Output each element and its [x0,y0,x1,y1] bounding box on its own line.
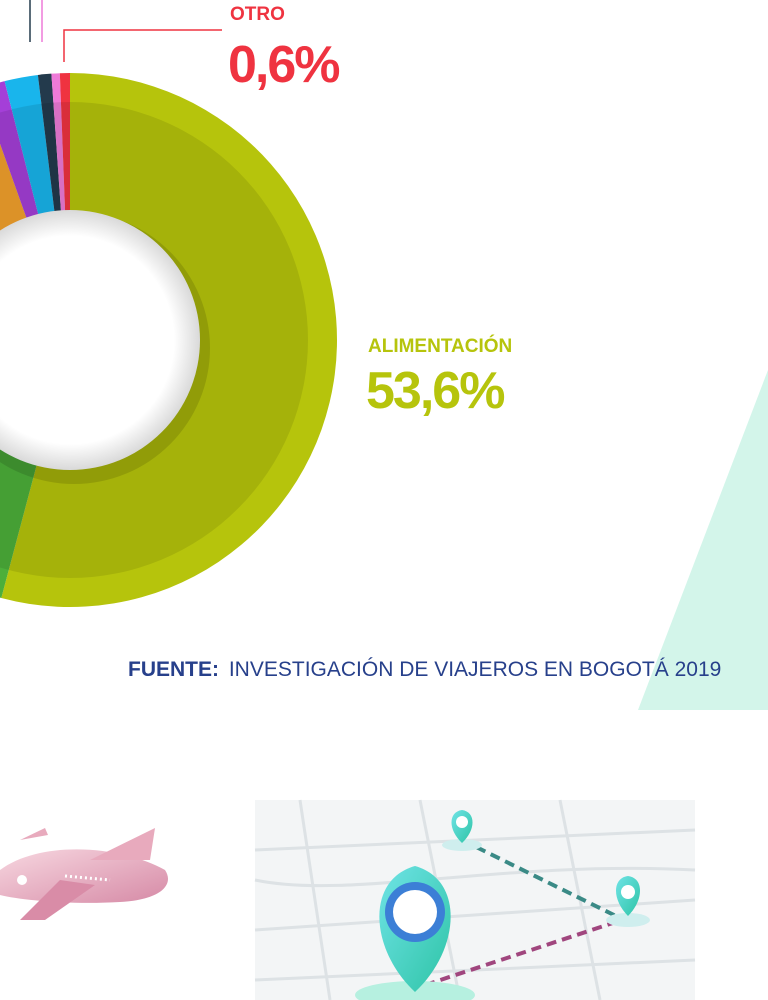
value-label: 0,6% [228,36,339,94]
value-label: 53,6% [366,362,504,420]
map-illustration [254,799,696,1000]
category-label: ALIMENTACIÓN [368,335,512,357]
decor-triangle [638,370,768,710]
source-label: FUENTE: [128,658,219,681]
donut-hole [0,210,200,470]
category-label: OTRO [230,4,285,25]
plane-illustration [0,828,168,920]
source-text: INVESTIGACIÓN DE VIAJEROS EN BOGOTÁ 2019 [229,658,721,681]
leader-line [63,29,222,62]
donut [0,73,337,607]
source: FUENTE: INVESTIGACIÓN DE VIAJEROS EN BOG… [128,658,721,681]
